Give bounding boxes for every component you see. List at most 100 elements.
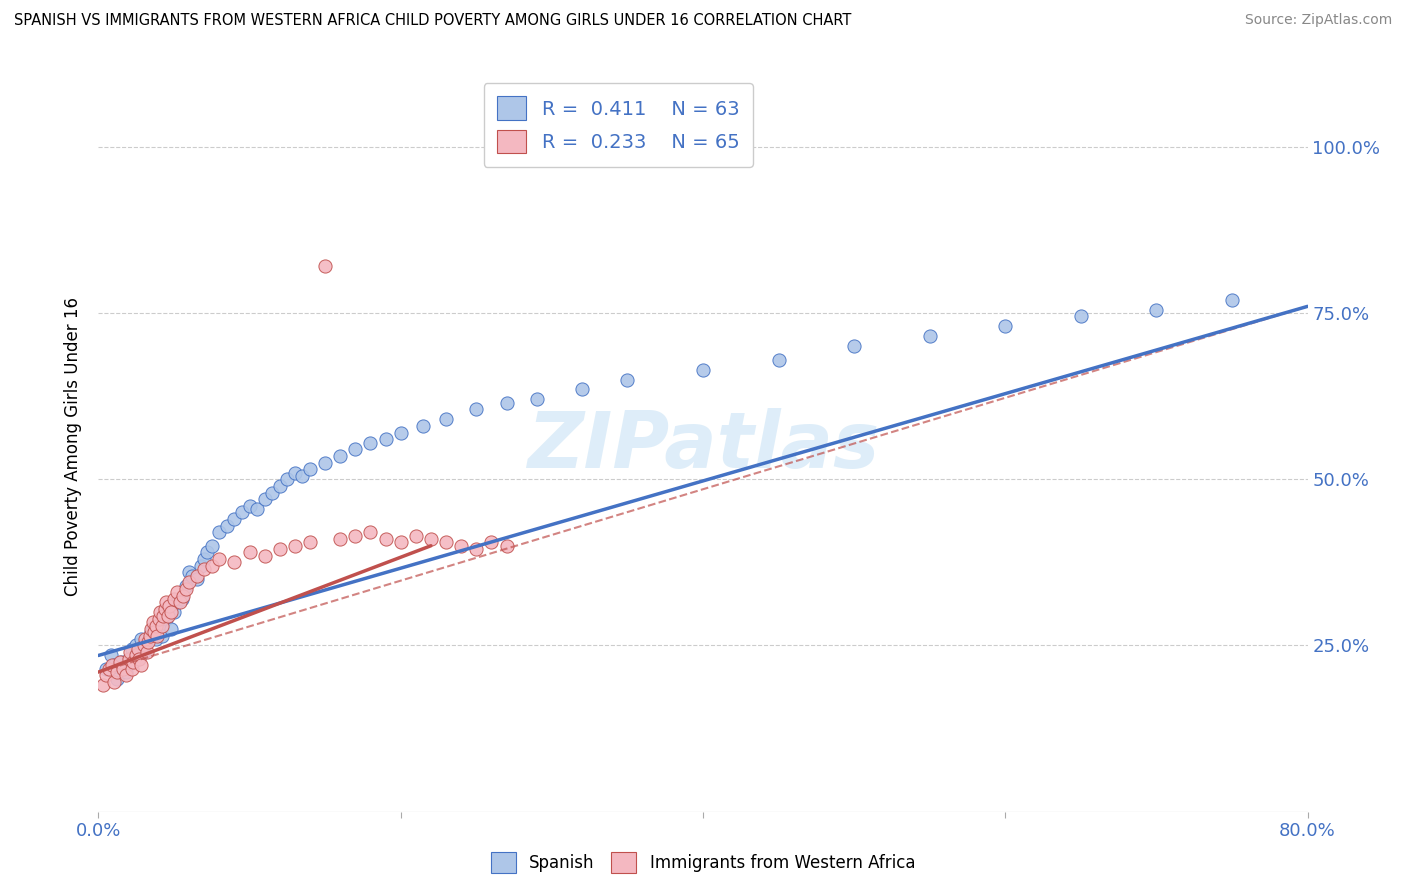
- Point: [434, 412, 457, 426]
- Point: [125, 639, 148, 653]
- Point: [434, 535, 457, 549]
- Point: [114, 668, 136, 682]
- Point: [145, 618, 167, 632]
- Point: [160, 605, 183, 619]
- Point: [224, 555, 246, 569]
- Point: [314, 456, 336, 470]
- Point: [253, 549, 276, 563]
- Point: [118, 652, 141, 666]
- Point: [994, 319, 1017, 334]
- Text: Source: ZipAtlas.com: Source: ZipAtlas.com: [1244, 13, 1392, 28]
- Point: [155, 595, 177, 609]
- Point: [208, 552, 231, 566]
- Point: [389, 535, 412, 549]
- Point: [141, 622, 163, 636]
- Text: ZIPatlas: ZIPatlas: [527, 408, 879, 484]
- Point: [844, 339, 866, 353]
- Point: [374, 433, 396, 447]
- Point: [132, 645, 155, 659]
- Point: [134, 632, 156, 646]
- Point: [128, 652, 150, 666]
- Point: [148, 618, 170, 632]
- Point: [481, 535, 503, 549]
- Point: [105, 672, 128, 686]
- Point: [1220, 293, 1243, 307]
- Point: [148, 612, 170, 626]
- Point: [135, 645, 157, 659]
- Point: [314, 260, 336, 274]
- Point: [156, 608, 179, 623]
- Point: [136, 635, 159, 649]
- Point: [344, 442, 367, 457]
- Point: [120, 645, 142, 659]
- Point: [153, 602, 176, 616]
- Point: [190, 558, 212, 573]
- Text: SPANISH VS IMMIGRANTS FROM WESTERN AFRICA CHILD POVERTY AMONG GIRLS UNDER 16 COR: SPANISH VS IMMIGRANTS FROM WESTERN AFRIC…: [14, 13, 852, 29]
- Point: [571, 383, 593, 397]
- Y-axis label: Child Poverty Among Girls Under 16: Child Poverty Among Girls Under 16: [65, 296, 83, 596]
- Point: [91, 678, 114, 692]
- Point: [239, 499, 262, 513]
- Point: [160, 622, 183, 636]
- Point: [495, 396, 517, 410]
- Point: [94, 668, 117, 682]
- Point: [127, 641, 149, 656]
- Point: [174, 579, 197, 593]
- Point: [193, 562, 215, 576]
- Point: [125, 648, 148, 663]
- Point: [1144, 302, 1167, 317]
- Point: [179, 566, 201, 580]
- Point: [284, 539, 307, 553]
- Point: [239, 545, 262, 559]
- Point: [132, 639, 155, 653]
- Point: [193, 552, 215, 566]
- Point: [526, 392, 548, 407]
- Point: [465, 402, 488, 417]
- Point: [231, 506, 253, 520]
- Point: [450, 539, 472, 553]
- Point: [181, 568, 204, 582]
- Point: [114, 665, 136, 679]
- Point: [299, 535, 322, 549]
- Point: [163, 591, 186, 606]
- Point: [420, 532, 443, 546]
- Point: [389, 425, 412, 440]
- Point: [172, 589, 194, 603]
- Legend: R =  0.411    N = 63, R =  0.233    N = 65: R = 0.411 N = 63, R = 0.233 N = 65: [484, 83, 754, 167]
- Point: [276, 472, 298, 486]
- Point: [98, 662, 121, 676]
- Point: [215, 518, 238, 533]
- Point: [360, 525, 382, 540]
- Point: [166, 595, 188, 609]
- Point: [195, 545, 218, 559]
- Point: [150, 628, 173, 642]
- Point: [146, 628, 169, 642]
- Point: [284, 466, 307, 480]
- Point: [122, 655, 145, 669]
- Point: [169, 595, 191, 609]
- Point: [1070, 310, 1092, 324]
- Point: [405, 529, 427, 543]
- Point: [329, 532, 352, 546]
- Point: [105, 665, 128, 679]
- Point: [121, 641, 143, 656]
- Point: [616, 372, 638, 386]
- Point: [918, 329, 941, 343]
- Point: [692, 362, 714, 376]
- Point: [142, 615, 165, 630]
- Point: [299, 462, 322, 476]
- Point: [269, 542, 291, 557]
- Point: [186, 568, 208, 582]
- Point: [118, 652, 141, 666]
- Point: [150, 618, 173, 632]
- Point: [149, 605, 172, 619]
- Point: [159, 599, 181, 613]
- Point: [253, 492, 276, 507]
- Point: [495, 539, 517, 553]
- Point: [186, 572, 208, 586]
- Point: [374, 532, 396, 546]
- Point: [135, 635, 157, 649]
- Point: [262, 485, 284, 500]
- Point: [246, 502, 269, 516]
- Point: [201, 558, 224, 573]
